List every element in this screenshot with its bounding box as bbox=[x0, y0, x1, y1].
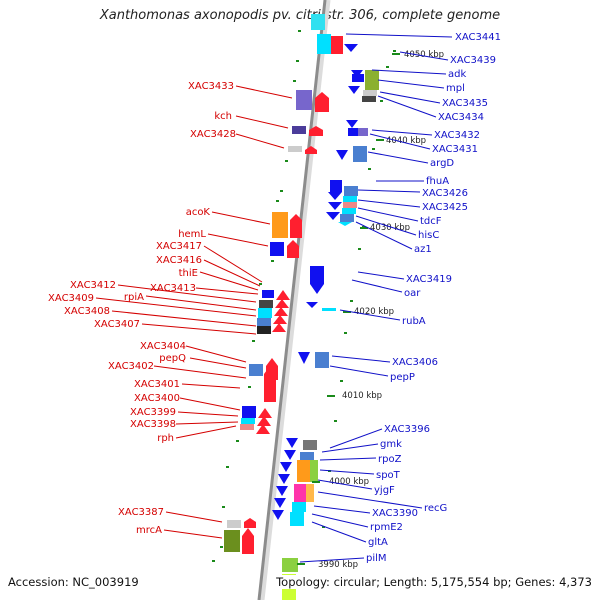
gene-label[interactable]: XAC3387 bbox=[118, 507, 164, 518]
gene-label[interactable]: pilM bbox=[366, 553, 387, 564]
accession-text: Accession: NC_003919 bbox=[8, 575, 139, 589]
topology-text: Topology: circular; Length: 5,175,554 bp… bbox=[274, 575, 592, 589]
feature-track-right bbox=[272, 44, 379, 600]
gene-label[interactable]: XAC3428 bbox=[190, 129, 236, 140]
gene-label[interactable]: recG bbox=[424, 503, 447, 514]
tick-label: 4050 kbp bbox=[404, 50, 444, 60]
gene-label[interactable]: acoK bbox=[186, 207, 211, 218]
label-leaders-right bbox=[299, 33, 453, 563]
gene-labels-left: XAC3433 kch XAC3428 acoK hemL XAC3417 XA… bbox=[48, 81, 236, 536]
gene-label[interactable]: XAC3404 bbox=[140, 341, 186, 352]
gene-label[interactable]: adk bbox=[448, 69, 466, 80]
gene-label[interactable]: XAC3408 bbox=[64, 306, 110, 317]
backbone-line bbox=[257, 0, 327, 600]
gene-label[interactable]: rpiA bbox=[124, 292, 144, 303]
gene-label[interactable]: XAC3412 bbox=[70, 280, 116, 291]
gene-label[interactable]: tdcF bbox=[420, 216, 442, 227]
gene-label[interactable]: XAC3425 bbox=[422, 202, 468, 213]
gene-label[interactable]: pepQ bbox=[159, 353, 186, 364]
gene-label[interactable]: pepP bbox=[390, 372, 415, 383]
gene-label[interactable]: XAC3441 bbox=[455, 32, 501, 43]
gene-label[interactable]: thiE bbox=[179, 268, 198, 279]
gene-label[interactable]: rpmE2 bbox=[370, 522, 403, 533]
gene-label[interactable]: rph bbox=[157, 433, 174, 444]
tick-label: 4010 kbp bbox=[342, 391, 382, 401]
tick-labels: 4050 kbp 4040 kbp 4030 kbp 4020 kbp 4010… bbox=[318, 50, 444, 570]
map-title: Xanthomonas axonopodis pv. citri str. 30… bbox=[99, 8, 501, 23]
gene-label[interactable]: mrcA bbox=[136, 525, 162, 536]
gene-label[interactable]: XAC3439 bbox=[450, 55, 496, 66]
tick-label: 4040 kbp bbox=[386, 136, 426, 146]
gene-label[interactable]: XAC3434 bbox=[438, 112, 484, 123]
gene-labels-right: XAC3441 XAC3439 adk mpl XAC3435 XAC3434 … bbox=[366, 32, 501, 564]
gene-label[interactable]: XAC3409 bbox=[48, 293, 94, 304]
gene-label[interactable]: rpoZ bbox=[378, 454, 402, 465]
gene-label[interactable]: hemL bbox=[178, 229, 206, 240]
tick-marks bbox=[297, 53, 400, 565]
gene-label[interactable]: XAC3419 bbox=[406, 274, 452, 285]
gene-label[interactable]: hisC bbox=[418, 230, 439, 241]
gene-label[interactable]: gmk bbox=[380, 439, 402, 450]
tick-label: 4000 kbp bbox=[329, 477, 369, 487]
gene-label[interactable]: XAC3413 bbox=[150, 283, 196, 294]
gene-label[interactable]: XAC3399 bbox=[130, 407, 176, 418]
feature-track-left bbox=[224, 14, 343, 554]
gene-label[interactable]: XAC3402 bbox=[108, 361, 154, 372]
gene-label[interactable]: argD bbox=[430, 158, 454, 169]
gene-label[interactable]: XAC3407 bbox=[94, 319, 140, 330]
gene-label[interactable]: XAC3406 bbox=[392, 357, 438, 368]
gene-label[interactable]: XAC3390 bbox=[372, 508, 418, 519]
gene-label[interactable]: XAC3396 bbox=[384, 424, 430, 435]
gene-label[interactable]: fhuA bbox=[426, 176, 449, 187]
tick-label: 4020 kbp bbox=[354, 307, 394, 317]
gene-label[interactable]: XAC3433 bbox=[188, 81, 234, 92]
tick-label: 3990 kbp bbox=[318, 560, 358, 570]
gene-label[interactable]: XAC3416 bbox=[156, 255, 202, 266]
gene-label[interactable]: XAC3401 bbox=[134, 379, 180, 390]
gene-label[interactable]: kch bbox=[214, 111, 232, 122]
gene-label[interactable]: XAC3417 bbox=[156, 241, 202, 252]
tick-label: 4030 kbp bbox=[370, 223, 410, 233]
gene-label[interactable]: XAC3400 bbox=[134, 393, 180, 404]
gene-label[interactable]: rubA bbox=[402, 316, 426, 327]
gene-label[interactable]: gltA bbox=[368, 537, 388, 548]
gene-label[interactable]: XAC3431 bbox=[432, 144, 478, 155]
gene-label[interactable]: spoT bbox=[376, 470, 401, 481]
label-leaders-left bbox=[95, 85, 293, 539]
gene-label[interactable]: XAC3435 bbox=[442, 98, 488, 109]
gene-label[interactable]: XAC3398 bbox=[130, 419, 176, 430]
gene-label[interactable]: yjgF bbox=[374, 485, 395, 496]
gene-label[interactable]: mpl bbox=[446, 83, 465, 94]
gene-label[interactable]: XAC3432 bbox=[434, 130, 480, 141]
gene-label[interactable]: oar bbox=[404, 288, 421, 299]
gene-label[interactable]: az1 bbox=[414, 244, 432, 255]
gene-label[interactable]: XAC3426 bbox=[422, 188, 468, 199]
